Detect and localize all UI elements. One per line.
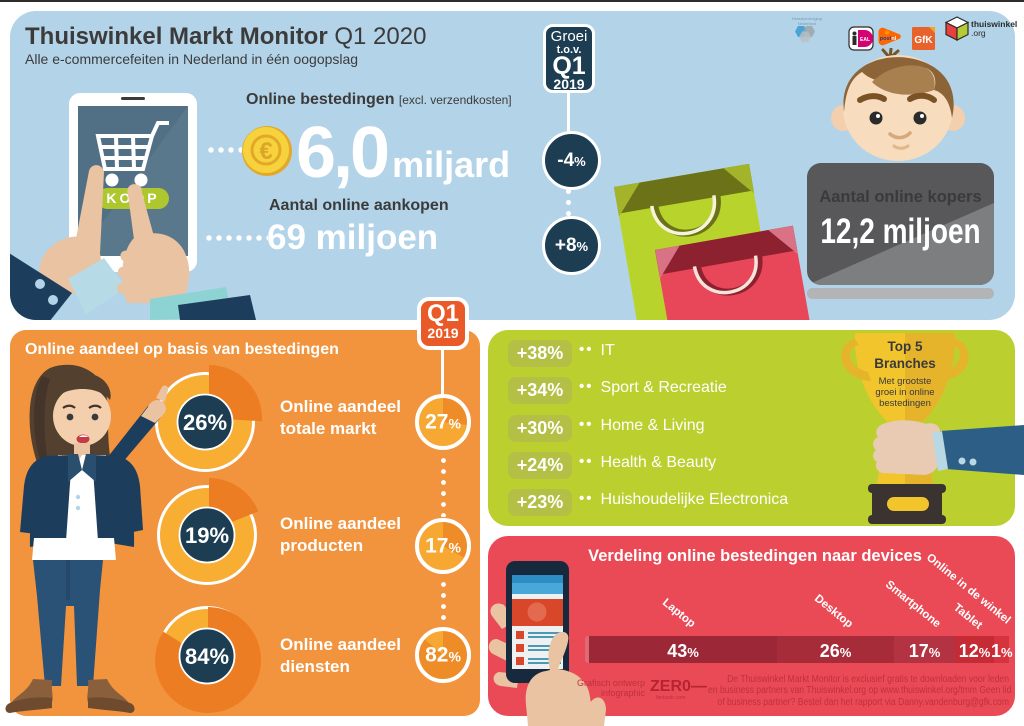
svg-text:€: € [259,138,272,165]
svg-text:82%: 82% [425,644,461,667]
svg-text:17%: 17% [425,535,461,558]
svg-text:postnl: postnl [880,36,897,42]
svg-text:Nederland: Nederland [798,21,816,26]
svg-text:EAL: EAL [860,37,870,43]
svg-text:26%: 26% [183,410,227,435]
svg-text:19%: 19% [185,523,229,548]
svg-text:84%: 84% [185,644,229,669]
svg-text:Betaalvereniging: Betaalvereniging [792,16,822,21]
svg-text:GfK: GfK [914,35,933,46]
svg-text:27%: 27% [425,411,461,434]
